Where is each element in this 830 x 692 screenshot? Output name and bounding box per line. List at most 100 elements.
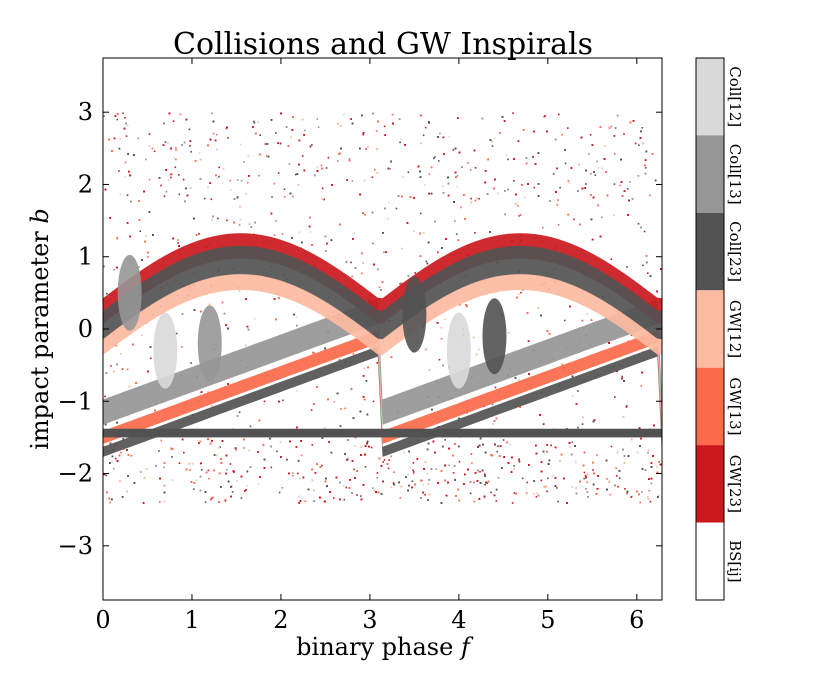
outcome-point: [526, 481, 528, 484]
outcome-point: [366, 440, 369, 443]
outcome-point: [321, 464, 323, 467]
outcome-point: [227, 383, 229, 385]
outcome-point: [126, 368, 129, 371]
outcome-point: [641, 127, 644, 129]
outcome-point: [559, 460, 561, 462]
outcome-point: [582, 416, 584, 419]
outcome-point: [509, 443, 511, 446]
outcome-point: [218, 166, 220, 169]
outcome-point: [419, 176, 422, 178]
outcome-point: [349, 479, 351, 481]
outcome-point: [548, 333, 551, 335]
outcome-point: [555, 191, 557, 193]
outcome-point: [442, 192, 445, 194]
outcome-point: [495, 417, 498, 420]
outcome-point: [106, 292, 108, 295]
outcome-point: [608, 126, 610, 129]
outcome-point: [544, 485, 547, 488]
outcome-point: [243, 161, 245, 163]
outcome-point: [567, 213, 569, 216]
outcome-point: [347, 457, 349, 459]
outcome-point: [533, 130, 535, 133]
outcome-point: [569, 446, 572, 448]
outcome-point: [356, 470, 358, 472]
outcome-point: [368, 445, 370, 448]
outcome-point: [454, 479, 456, 481]
outcome-point: [226, 219, 228, 222]
outcome-point: [298, 231, 301, 234]
outcome-point: [138, 219, 141, 221]
outcome-point: [594, 174, 597, 176]
outcome-point: [188, 128, 191, 131]
outcome-point: [399, 497, 402, 499]
outcome-point: [550, 444, 552, 447]
outcome-point: [283, 188, 286, 190]
outcome-point: [402, 176, 404, 178]
outcome-point: [200, 469, 203, 471]
outcome-point: [629, 121, 632, 124]
outcome-point: [552, 173, 555, 175]
outcome-point: [109, 442, 112, 445]
outcome-point: [651, 153, 654, 155]
outcome-point: [533, 492, 535, 495]
outcome-point: [119, 480, 121, 482]
outcome-point: [610, 258, 613, 260]
outcome-point: [246, 470, 249, 473]
outcome-point: [479, 470, 481, 473]
outcome-point: [220, 462, 223, 464]
outcome-point: [351, 492, 353, 494]
outcome-point: [387, 167, 390, 170]
outcome-point: [238, 290, 241, 292]
outcome-point: [277, 172, 280, 174]
outcome-point: [359, 147, 361, 150]
outcome-point: [126, 449, 128, 451]
outcome-point: [386, 463, 389, 465]
outcome-point: [371, 211, 374, 214]
outcome-point: [645, 150, 648, 153]
outcome-point: [248, 449, 250, 452]
outcome-point: [218, 472, 221, 475]
outcome-point: [147, 370, 149, 373]
outcome-point: [240, 475, 243, 478]
outcome-point: [639, 501, 641, 504]
outcome-point: [352, 353, 355, 355]
outcome-point: [297, 472, 299, 475]
outcome-point: [408, 484, 410, 487]
outcome-point: [507, 462, 510, 464]
outcome-point: [616, 475, 618, 477]
outcome-point: [574, 445, 576, 447]
outcome-point: [278, 297, 280, 299]
outcome-point: [165, 169, 167, 171]
outcome-point: [649, 500, 652, 503]
outcome-point: [278, 491, 281, 494]
outcome-point: [109, 501, 111, 504]
outcome-point: [163, 462, 166, 464]
outcome-point: [330, 239, 333, 241]
outcome-point: [452, 454, 454, 457]
outcome-point: [626, 266, 628, 268]
outcome-point: [116, 266, 118, 269]
outcome-point: [556, 204, 558, 206]
outcome-point: [236, 196, 239, 198]
outcome-point: [445, 494, 448, 497]
outcome-point: [424, 184, 426, 186]
outcome-point: [625, 405, 628, 407]
outcome-point: [340, 408, 342, 410]
outcome-point: [121, 496, 124, 498]
outcome-point: [121, 368, 124, 370]
outcome-point: [437, 136, 439, 138]
outcome-point: [608, 481, 610, 483]
outcome-point: [350, 118, 352, 120]
outcome-point: [432, 440, 435, 443]
outcome-point: [173, 157, 175, 160]
outcome-point: [497, 477, 500, 479]
outcome-point: [422, 134, 425, 137]
outcome-point: [463, 194, 465, 196]
outcome-point: [108, 497, 111, 500]
outcome-point: [525, 492, 528, 494]
outcome-point: [542, 226, 544, 229]
outcome-point: [505, 154, 508, 156]
outcome-point: [445, 238, 447, 240]
outcome-point: [623, 133, 625, 135]
outcome-point: [397, 195, 400, 197]
